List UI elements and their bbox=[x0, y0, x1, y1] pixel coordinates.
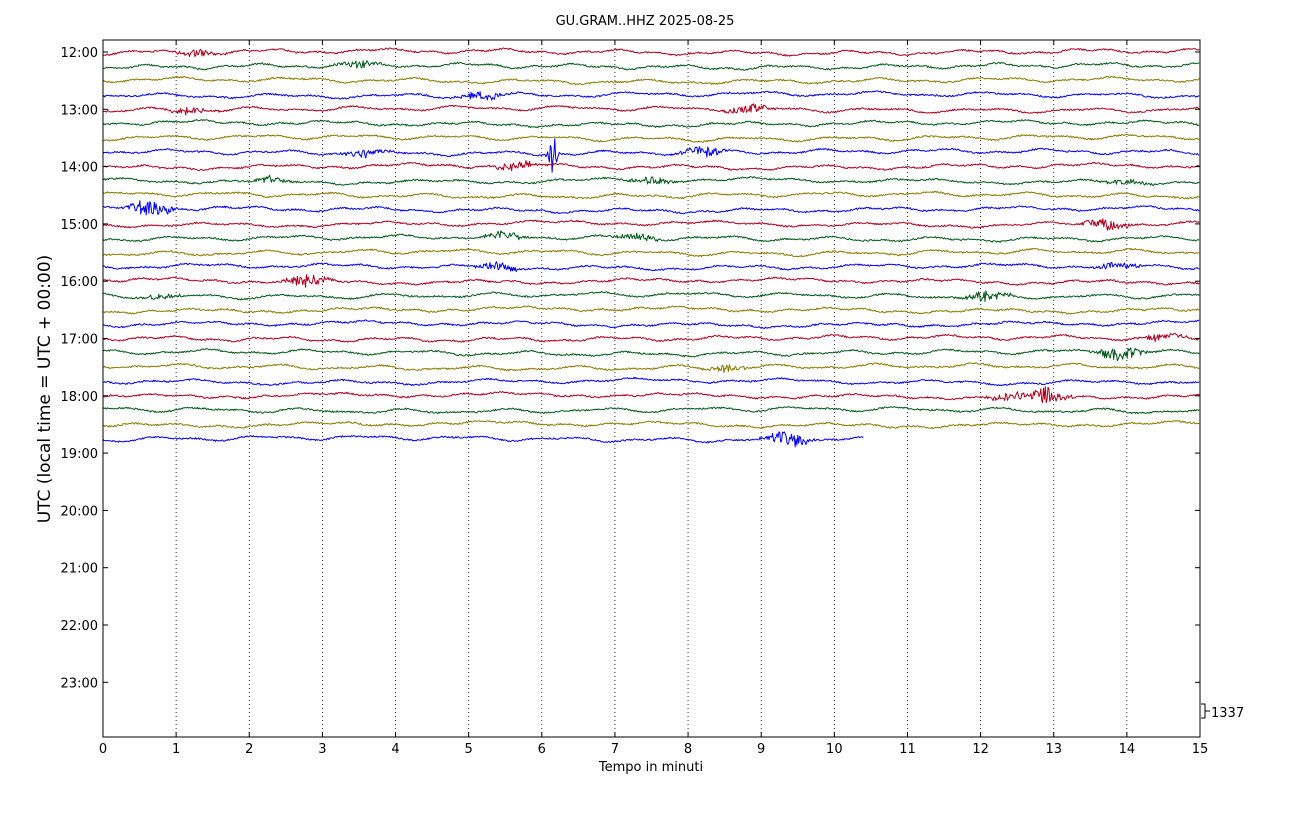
x-tick-label: 15 bbox=[1192, 742, 1209, 757]
seismic-trace bbox=[103, 247, 1200, 258]
seismic-trace bbox=[102, 47, 1200, 58]
x-tick-label: 3 bbox=[318, 742, 326, 757]
seismic-trace bbox=[102, 347, 1200, 362]
x-tick-label: 8 bbox=[684, 742, 692, 757]
seismic-trace bbox=[102, 376, 1200, 387]
seismic-trace bbox=[102, 190, 1200, 200]
y-tick-label: 13:00 bbox=[61, 103, 98, 118]
seismic-trace bbox=[102, 431, 864, 448]
x-tick-label: 4 bbox=[391, 742, 399, 757]
y-tick-label: 22:00 bbox=[61, 619, 98, 634]
y-tick-label: 21:00 bbox=[61, 562, 98, 577]
seismic-trace bbox=[103, 386, 1200, 404]
scale-label: 1337 bbox=[1211, 706, 1244, 721]
y-tick-label: 17:00 bbox=[61, 333, 98, 348]
y-tick-label: 15:00 bbox=[61, 218, 98, 233]
y-tick-label: 19:00 bbox=[61, 447, 98, 462]
seismic-trace bbox=[103, 362, 1200, 374]
seismic-trace bbox=[102, 200, 1200, 216]
seismic-trace bbox=[102, 119, 1200, 129]
y-tick-label: 23:00 bbox=[61, 676, 98, 691]
y-axis-label: UTC (local time = UTC + 00:00) bbox=[35, 255, 55, 524]
seismic-trace bbox=[102, 420, 1200, 429]
seismic-trace bbox=[102, 60, 1200, 71]
seismic-trace bbox=[102, 406, 1200, 415]
x-tick-label: 1 bbox=[172, 742, 180, 757]
seismic-trace bbox=[102, 160, 1200, 172]
x-tick-label: 5 bbox=[465, 742, 473, 757]
x-tick-label: 14 bbox=[1119, 742, 1136, 757]
x-tick-label: 2 bbox=[245, 742, 253, 757]
seismic-trace bbox=[102, 261, 1200, 273]
x-tick-label: 0 bbox=[99, 742, 107, 757]
x-tick-label: 10 bbox=[826, 742, 843, 757]
seismic-trace bbox=[102, 218, 1200, 231]
seismic-trace bbox=[102, 75, 1200, 86]
chart-title: GU.GRAM..HHZ 2025-08-25 bbox=[556, 14, 735, 29]
seismic-trace bbox=[102, 138, 1200, 173]
y-axis-ticks: 12:00 13:00 14:00 15:00 16:00 17:00 18:00 19:00… bbox=[61, 46, 1200, 691]
x-tick-label: 11 bbox=[899, 742, 916, 757]
x-axis-ticks: 0 1 2 3 4 5 6 7 8 9 10 11 12 13 14 15 bbox=[99, 40, 1208, 757]
vertical-grid bbox=[175, 40, 1128, 737]
seismic-trace bbox=[102, 332, 1200, 343]
seismic-trace bbox=[102, 174, 1200, 187]
x-tick-label: 12 bbox=[972, 742, 989, 757]
x-axis-label: Tempo in minuti bbox=[598, 760, 703, 775]
y-tick-label: 14:00 bbox=[61, 161, 98, 176]
y-tick-label: 16:00 bbox=[61, 275, 98, 290]
y-tick-label: 12:00 bbox=[61, 46, 98, 61]
seismic-trace bbox=[102, 274, 1200, 288]
plot-frame bbox=[102, 39, 1201, 738]
seismic-trace bbox=[102, 230, 1200, 243]
x-tick-label: 7 bbox=[611, 742, 619, 757]
seismic-traces bbox=[102, 47, 1200, 448]
seismic-trace bbox=[102, 90, 1200, 101]
x-tick-label: 6 bbox=[538, 742, 546, 757]
x-tick-label: 9 bbox=[757, 742, 765, 757]
amplitude-scale-bar: 1337 bbox=[1201, 703, 1244, 721]
seismic-trace bbox=[102, 319, 1200, 330]
y-tick-label: 20:00 bbox=[61, 504, 98, 519]
x-tick-label: 13 bbox=[1045, 742, 1062, 757]
seismic-trace bbox=[102, 305, 1200, 315]
seismic-trace bbox=[102, 133, 1200, 143]
seismic-trace bbox=[102, 103, 1200, 116]
seismic-trace bbox=[102, 290, 1200, 303]
y-tick-label: 18:00 bbox=[61, 390, 98, 405]
